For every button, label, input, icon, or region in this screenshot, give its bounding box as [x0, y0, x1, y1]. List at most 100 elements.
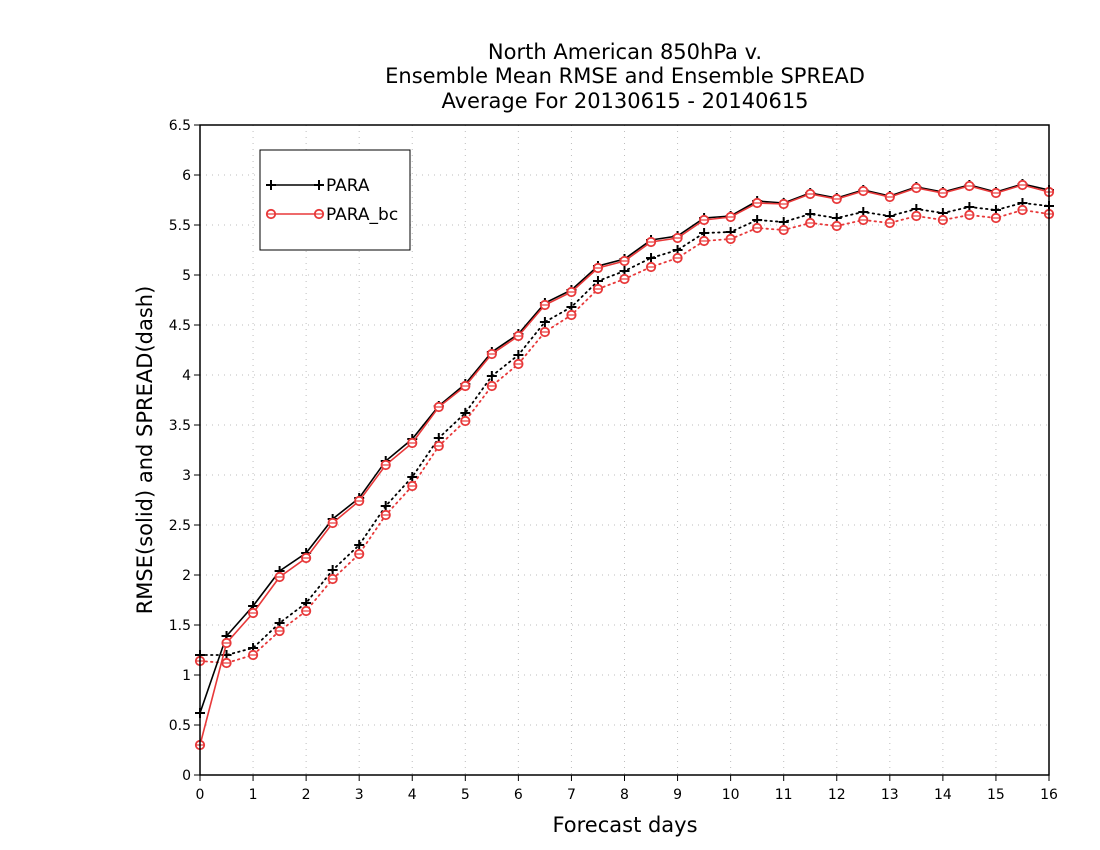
data-point-para-bc-rmse	[752, 197, 763, 209]
y-tick-label: 0.5	[169, 718, 191, 734]
y-axis-label: RMSE(solid) and SPREAD(dash)	[133, 286, 157, 615]
data-point-para-bc-spread	[805, 217, 816, 229]
x-tick-label: 12	[828, 787, 846, 803]
data-point-para-bc-rmse	[221, 637, 232, 649]
x-tick-label: 7	[567, 787, 576, 803]
data-point-para-bc-spread	[407, 480, 418, 492]
legend-items: PARA PARA_bc	[265, 176, 398, 225]
data-point-para-bc-rmse	[247, 607, 259, 619]
data-point-para-bc-spread	[778, 224, 789, 236]
y-tick-label: 3.5	[169, 418, 191, 434]
data-point-para-bc-spread	[354, 548, 365, 560]
x-tick-label: 8	[620, 787, 629, 803]
data-point-para-bc-rmse	[327, 517, 338, 529]
y-tick-label: 2	[182, 568, 191, 584]
data-point-para-bc-rmse	[433, 401, 444, 413]
data-point-para-bc-spread	[619, 273, 630, 285]
data-point-para-bc-rmse	[831, 193, 842, 205]
data-point-para-bc-rmse	[354, 495, 365, 507]
x-tick-label: 1	[249, 787, 258, 803]
data-point-para-bc-spread	[460, 415, 471, 427]
y-tick-label: 2.5	[169, 518, 191, 534]
data-point-para-bc-spread	[327, 573, 338, 585]
data-point-para-bc-rmse	[619, 255, 630, 267]
title-line-2: Ensemble Mean RMSE and Ensemble SPREAD	[385, 64, 865, 88]
data-point-para-bc-spread	[433, 440, 444, 452]
x-axis-ticks: 0 1 2 3 4 5 6 7 8 9 10 11 12 13 14 15 16	[196, 775, 1058, 803]
plot-series	[194, 179, 1055, 751]
y-tick-label: 4.5	[169, 318, 191, 334]
chart-title: North American 850hPa v. Ensemble Mean R…	[385, 40, 865, 113]
data-point-para-bc-rmse	[698, 214, 710, 226]
data-point-para-bc-rmse	[672, 232, 683, 244]
legend: PARA PARA_bc	[259, 149, 411, 251]
data-point-para-bc-spread	[486, 380, 497, 392]
y-tick-label: 5	[182, 268, 191, 284]
legend-marker-para-bc	[265, 208, 277, 220]
data-point-para-bc-rmse	[805, 188, 816, 200]
y-tick-label: 6	[182, 168, 191, 184]
data-point-para-spread	[486, 371, 497, 381]
data-point-para-bc-spread	[911, 210, 922, 222]
data-point-para-bc-spread	[964, 209, 975, 221]
x-tick-label: 4	[408, 787, 417, 803]
data-point-para-bc-rmse	[964, 180, 975, 192]
data-point-para-bc-rmse	[645, 236, 657, 248]
x-tick-label: 16	[1040, 787, 1058, 803]
legend-label-para-bc: PARA_bc	[326, 205, 398, 225]
data-point-para-bc-spread	[937, 214, 948, 226]
x-tick-label: 0	[196, 787, 205, 803]
y-tick-label: 1.5	[169, 618, 191, 634]
legend-box	[259, 149, 411, 251]
legend-label-para: PARA	[326, 176, 370, 196]
data-point-para-bc-spread	[725, 233, 736, 245]
data-point-para-bc-spread	[274, 625, 285, 637]
data-point-para-bc-rmse	[990, 187, 1002, 199]
data-point-para-bc-spread	[752, 222, 763, 234]
data-point-para-bc-spread	[592, 283, 604, 295]
data-point-para-bc-rmse	[380, 459, 391, 471]
x-tick-label: 2	[302, 787, 311, 803]
title-line-3: Average For 20130615 - 20140615	[441, 89, 808, 113]
data-point-para-bc-rmse	[407, 437, 418, 449]
data-point-para-spread	[327, 565, 338, 575]
data-point-para-bc-spread	[831, 220, 842, 232]
data-point-para-spread	[407, 472, 418, 482]
y-tick-label: 0	[182, 768, 191, 784]
data-point-para-bc-spread	[380, 509, 391, 521]
data-point-para-bc-rmse	[911, 182, 922, 194]
data-point-para-bc-spread	[645, 261, 657, 273]
data-point-para-bc-rmse	[539, 299, 551, 311]
data-point-para-bc-spread	[672, 252, 683, 264]
y-tick-label: 3	[182, 468, 191, 484]
data-point-para-bc-spread	[221, 657, 232, 669]
x-tick-label: 10	[722, 787, 740, 803]
data-point-para-spread	[380, 501, 391, 511]
data-point-para-bc-spread	[1017, 204, 1028, 216]
data-point-para-bc-rmse	[592, 262, 604, 274]
data-point-para-bc-spread	[301, 605, 312, 617]
x-axis-label: Forecast days	[552, 813, 697, 837]
data-point-para-bc-rmse	[937, 187, 948, 199]
data-point-para-bc-rmse	[513, 330, 524, 342]
data-point-para-spread	[539, 317, 550, 327]
data-point-para-bc-spread	[247, 649, 259, 661]
legend-marker-para-bc	[313, 208, 325, 220]
data-point-para-bc-rmse	[884, 191, 895, 203]
data-point-para-bc-rmse	[725, 211, 736, 223]
x-tick-label: 9	[673, 787, 682, 803]
data-point-para-bc-rmse	[858, 185, 869, 197]
y-tick-label: 5.5	[169, 218, 191, 234]
x-tick-label: 14	[934, 787, 952, 803]
y-tick-label: 1	[182, 668, 191, 684]
x-tick-label: 13	[881, 787, 899, 803]
data-point-para-bc-spread	[513, 358, 524, 370]
data-point-para-bc-spread	[539, 326, 551, 338]
y-tick-label: 4	[182, 368, 191, 384]
data-point-para-bc-rmse	[1017, 179, 1028, 191]
data-point-para-bc-rmse	[566, 286, 577, 298]
data-point-para-bc-spread	[884, 217, 895, 229]
data-point-para-bc-rmse	[778, 198, 789, 210]
